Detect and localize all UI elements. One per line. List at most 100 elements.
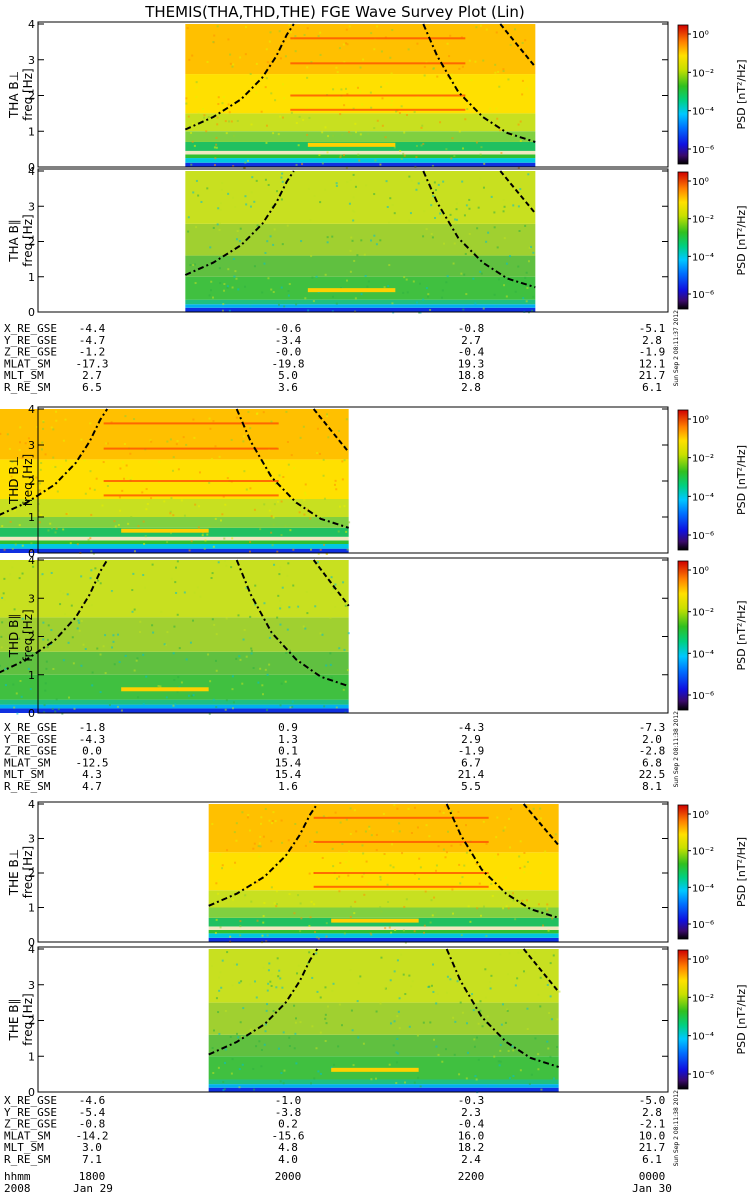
spectrum-speckle [345,87,348,90]
spectrum-speckle [123,443,126,446]
spectrum-speckle [271,820,274,823]
spectrum-speckle [418,877,421,880]
spectrum-speckle [263,1043,266,1046]
spectrum-speckle [537,993,540,996]
spectrum-feature [331,918,419,923]
spectrum-speckle [437,845,440,848]
spectrum-speckle [216,223,219,226]
colorbar-gradient [677,24,689,165]
spectrum-speckle [269,63,272,66]
spectrum-speckle [384,136,387,139]
spectrum-speckle [418,857,421,860]
spectrum-speckle [216,25,219,28]
spectrum-speckle [433,181,436,184]
spectrum-speckle [286,224,289,227]
spectrum-speckle [298,511,301,514]
colorbar-label: PSD [nT²/Hz] [735,59,748,129]
spectrum-speckle [436,75,439,78]
spectrum-speckle [314,605,317,608]
spectrum-speckle [264,252,267,255]
spectrum-speckle [150,440,153,443]
spectrum-speckle [30,542,33,545]
ephemeris-value: -17.3 [75,357,108,370]
spectrum-speckle [224,120,227,123]
spectrum-speckle [428,835,431,838]
spectrum-speckle [172,514,175,517]
spectrum-speckle [269,980,272,983]
spectrum-speckle [51,465,54,468]
spectrum-speckle [215,918,218,921]
spectrum-speckle [365,184,368,187]
spectrum-speckle [458,67,461,70]
spectrum-speckle [392,866,395,869]
spectrum-line [290,108,466,111]
frequency-curve [235,559,350,688]
spectrum-speckle [11,547,14,550]
spectrum-speckle [343,459,346,462]
spectrum-speckle [547,929,550,932]
spectrum-speckle [408,175,411,178]
spectrum-speckle [254,584,257,587]
spectrum-speckle [64,418,67,421]
colorbar-tick-label: 10⁻⁴ [692,649,714,660]
spectrum-band [185,131,536,142]
spectrum-speckle [505,295,508,298]
spectrum-speckle [353,809,356,812]
spectrum-speckle [269,31,272,34]
spectrum-speckle [500,1023,503,1026]
spectrum-speckle [191,140,194,143]
spectrum-speckle [139,620,142,623]
spectrum-speckle [264,1023,267,1026]
spectrum-speckle [265,124,268,127]
spectrum-speckle [224,708,227,711]
spectrum-speckle [551,917,554,920]
spectrum-speckle [288,283,291,286]
spectrum-speckle [247,159,250,162]
spectrum-speckle [244,53,247,56]
ephemeris-value: 5.0 [278,369,298,382]
spectrum-band [185,154,536,159]
spectrum-speckle [265,1009,268,1012]
y-tick-label: 0 [28,936,35,949]
spectrum-speckle [438,810,441,813]
spectrum-speckle [87,605,90,608]
spectrum-speckle [259,822,262,825]
spectrum-speckle [217,892,220,895]
ephemeris-value: 3.0 [82,1141,102,1154]
spectrum-speckle [447,830,450,833]
spectrum-speckle [390,883,393,886]
spectrum-speckle [431,236,434,239]
spectrum-speckle [212,226,215,229]
spectrum-speckle [519,1069,522,1072]
spectrum-speckle [230,566,233,569]
spectrum-speckle [506,1009,509,1012]
spectrum-speckle [449,813,452,816]
spectrum-speckle [519,120,522,123]
spectrum-speckle [292,584,295,587]
spectrum-speckle [469,920,472,923]
y-tick-label: 2 [28,1015,35,1028]
spectrum-speckle [461,996,464,999]
spectrum-speckle [428,876,431,879]
spectrum-speckle [197,111,200,114]
spectrum-speckle [97,579,100,582]
frequency-curves [208,948,560,1068]
spectrum-line [313,885,489,888]
spectrum-speckle [339,113,342,116]
spectrum-speckle [497,1060,500,1063]
spectrum-speckle [453,242,456,245]
spectrum-speckle [272,243,275,246]
spectrum-speckle [441,296,444,299]
spectrum-speckle [537,903,540,906]
spectrum-speckle [223,283,226,286]
spectrum-speckle [256,919,259,922]
spectrum-speckle [408,1025,411,1028]
y-tick-label: 4 [28,943,35,956]
spectrum-speckle [532,295,535,298]
spectrum-speckle [494,71,497,74]
spectrum-speckle [390,72,393,75]
spectrum-speckle [268,509,271,512]
spectrum-speckle [433,1038,436,1041]
spectrum-band [185,299,536,305]
spectrum-speckle [489,980,492,983]
